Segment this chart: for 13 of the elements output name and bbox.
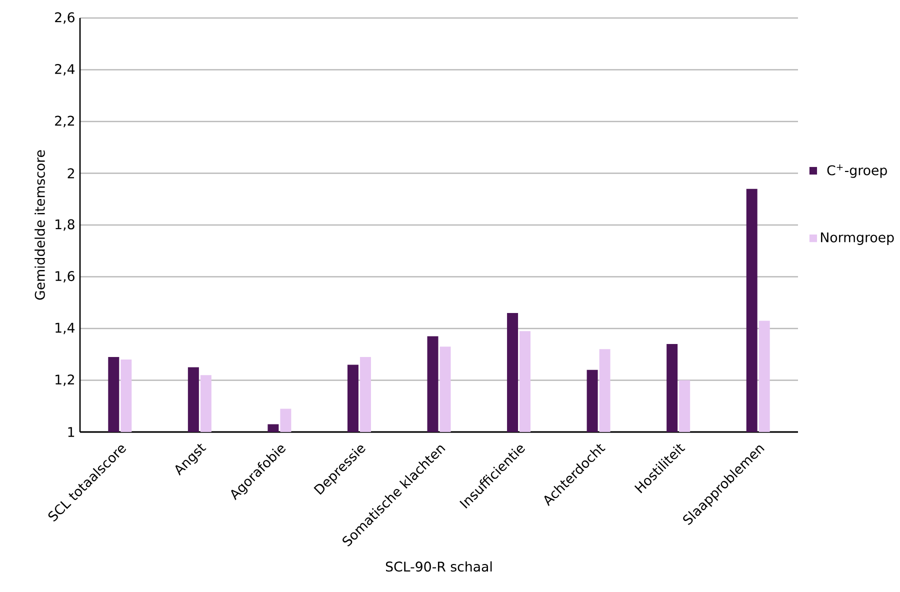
y-tick-label: 1,4 <box>56 322 75 334</box>
y-tick-label: 2,4 <box>55 64 75 76</box>
y-tick-label: 2,2 <box>55 116 74 128</box>
y-tick-label: 1,2 <box>56 374 74 386</box>
y-tick-label: 1,6 <box>56 271 74 282</box>
y-axis-title: Gemiddelde itemscore <box>34 150 45 300</box>
y-tick-label: 1 <box>68 427 74 437</box>
y-tick-label: 2 <box>68 168 74 178</box>
y-tick-label: 1,8 <box>56 219 74 231</box>
legend-label: C$^{+}$-groep <box>827 164 887 178</box>
legend-label: Normgroep <box>821 232 894 245</box>
x-axis-title: SCL-90-R schaal <box>386 561 492 572</box>
y-tick-label: 2,6 <box>55 12 74 24</box>
